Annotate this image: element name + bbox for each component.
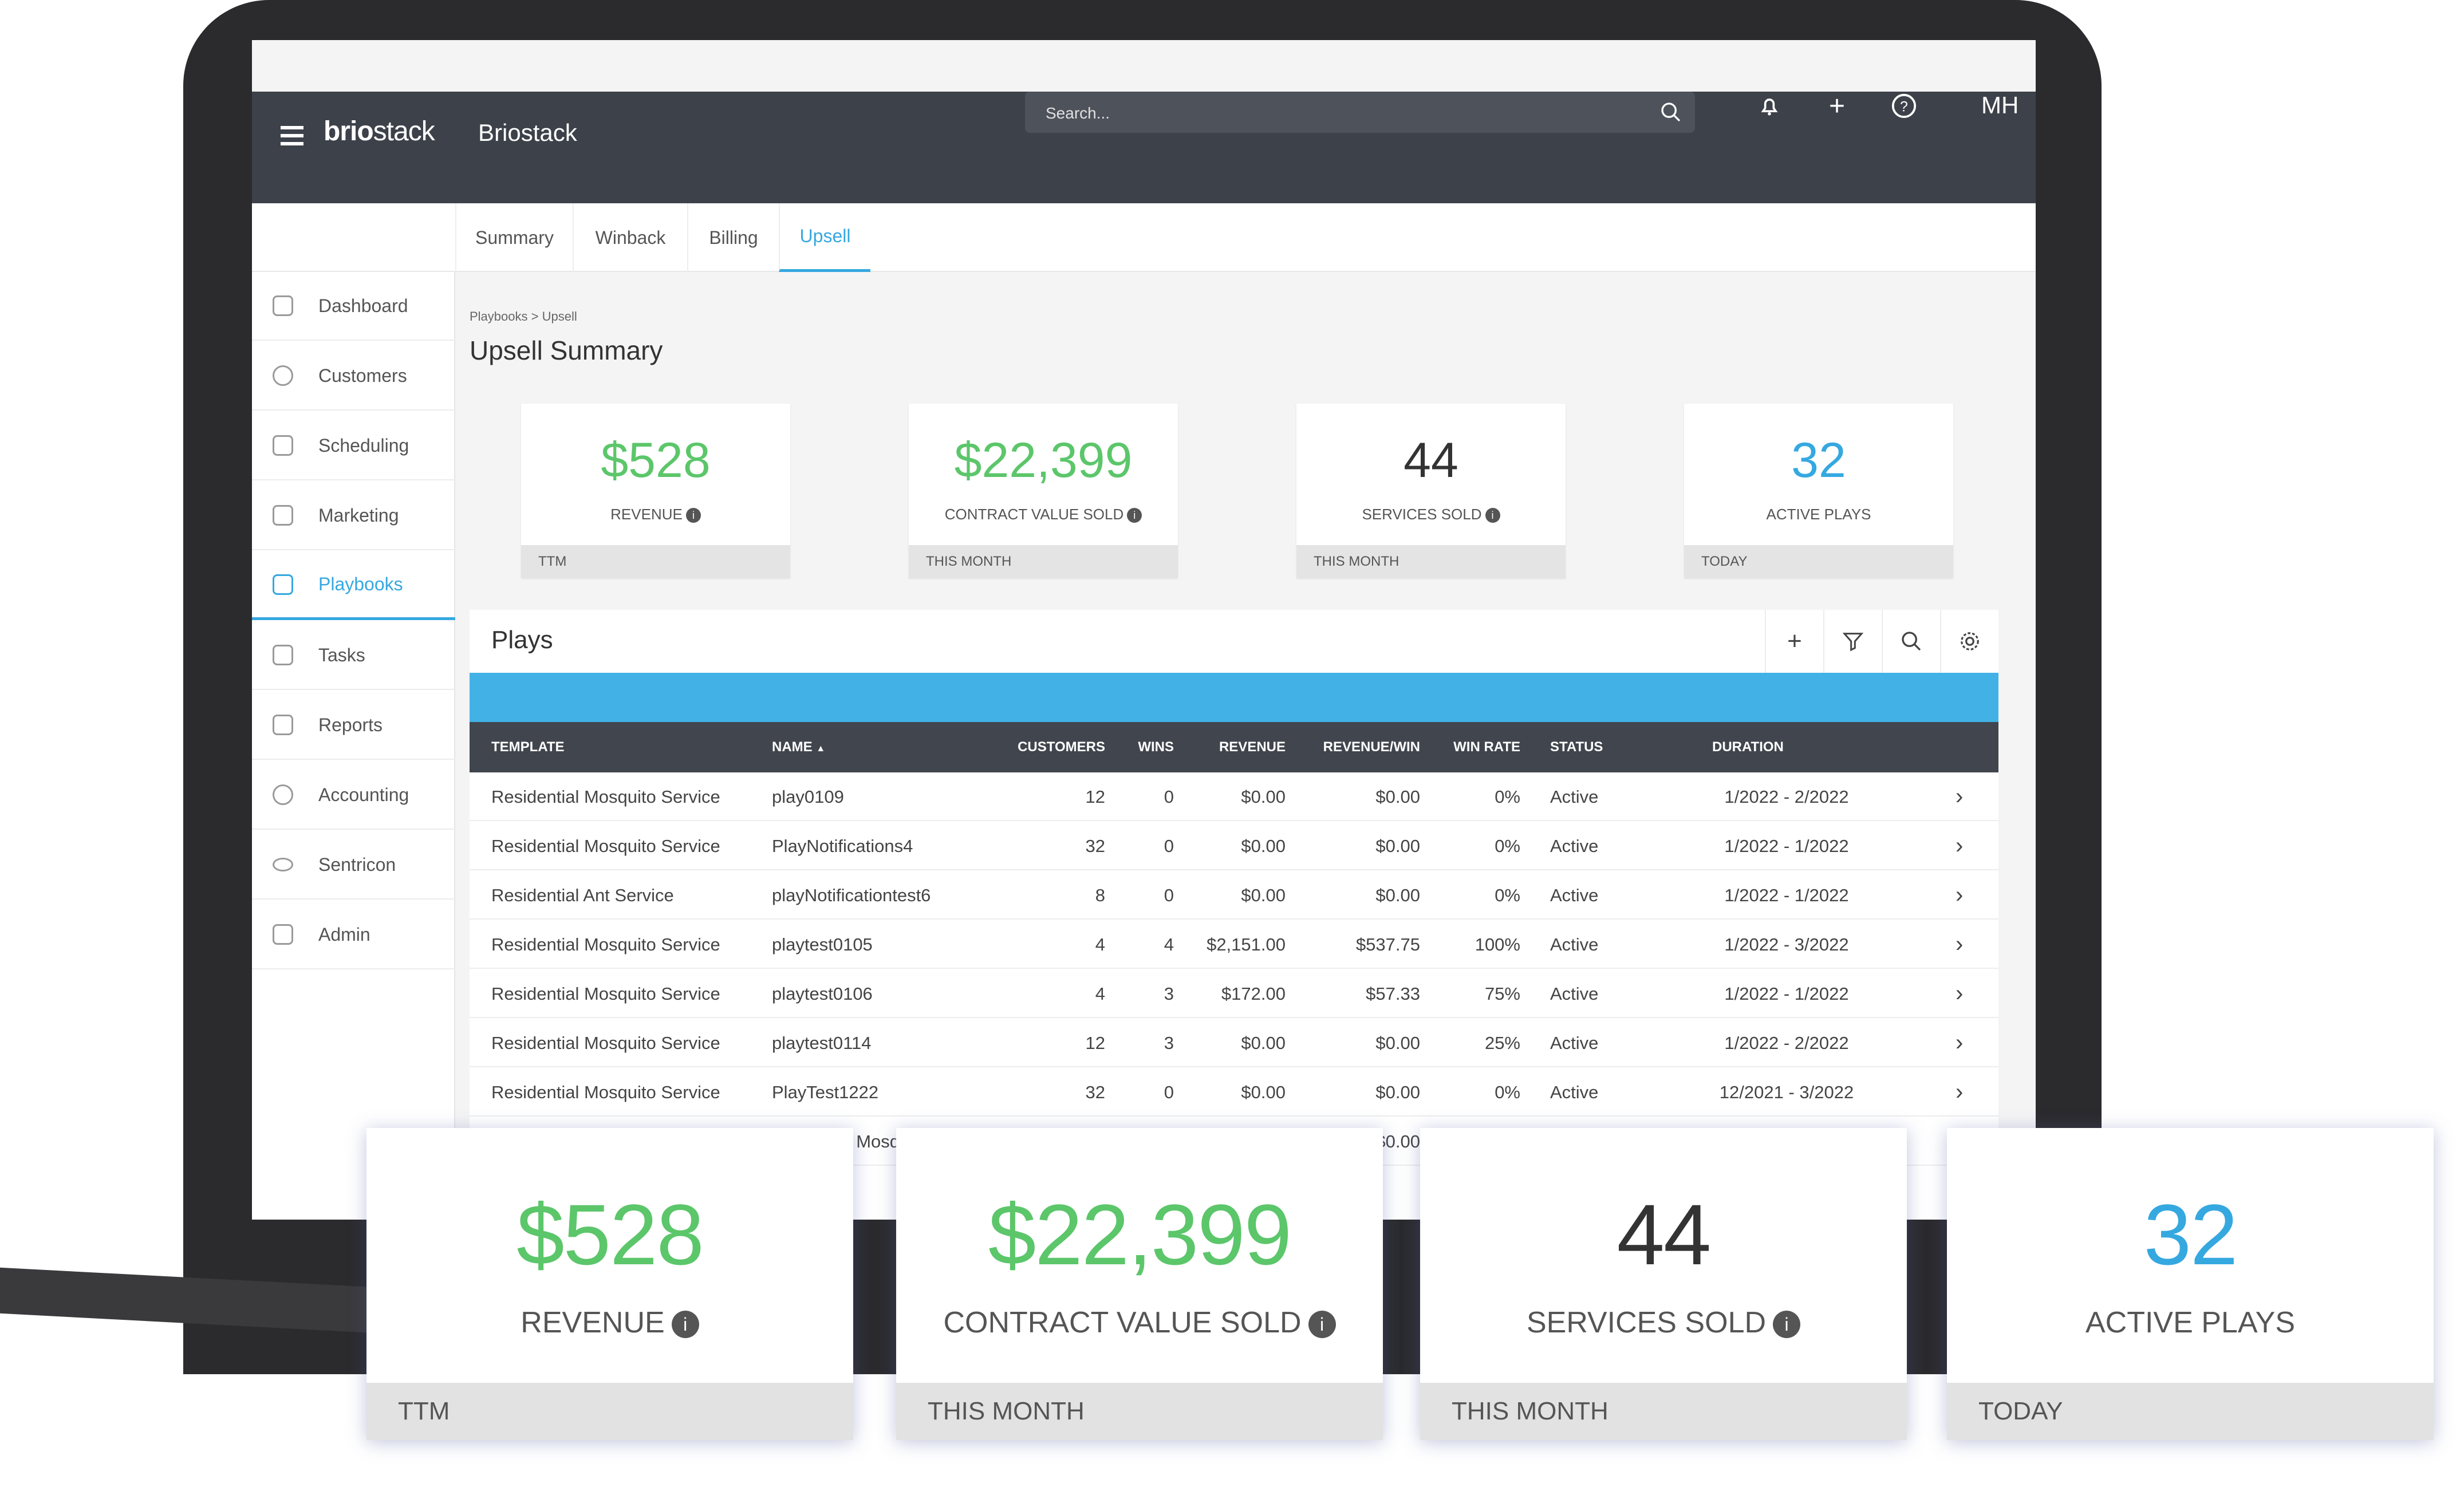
big-kpi-active-plays: 32 ACTIVE PLAYS TODAY (1947, 1128, 2434, 1440)
search-input[interactable]: Search... (1025, 92, 1695, 133)
big-kpi-footer: TTM (366, 1383, 853, 1440)
big-kpi-value: $528 (517, 1186, 704, 1283)
big-kpi-label: ACTIVE PLAYS (2085, 1306, 2296, 1339)
search-icon[interactable] (1659, 101, 1682, 124)
big-kpi-label: CONTRACT VALUE SOLD i (896, 1305, 1383, 1340)
big-kpi-label: SERVICES SOLD i (1420, 1305, 1907, 1340)
big-kpi-services-sold: 44 SERVICES SOLD i THIS MONTH (1420, 1128, 1907, 1440)
info-icon[interactable]: i (1308, 1311, 1336, 1339)
info-icon[interactable]: i (1773, 1311, 1801, 1339)
help-icon[interactable]: ? (1887, 89, 1921, 123)
org-name: Briostack (478, 119, 577, 146)
big-kpi-footer: TODAY (1947, 1383, 2434, 1440)
add-icon[interactable]: + (1828, 90, 1846, 121)
big-kpi-footer: THIS MONTH (896, 1383, 1383, 1440)
user-avatar[interactable]: MH (1981, 92, 2019, 119)
info-icon[interactable]: i (671, 1311, 699, 1339)
big-kpi-value: 44 (1617, 1186, 1712, 1283)
big-kpi-revenue: $528 REVENUE i TTM (366, 1128, 853, 1440)
big-kpi-contract-value: $22,399 CONTRACT VALUE SOLD i THIS MONTH (896, 1128, 1383, 1440)
big-kpi-label: REVENUE i (366, 1305, 853, 1340)
big-kpi-value: $22,399 (988, 1186, 1292, 1283)
bell-icon[interactable] (1752, 89, 1787, 123)
brand-logo: briostack (324, 116, 435, 147)
top-nav: briostack Briostack Search... + ? MH (252, 89, 2036, 203)
big-kpi-value: 32 (2143, 1186, 2238, 1283)
hamburger-icon[interactable] (281, 126, 303, 129)
app-window: briostack Briostack Search... + ? MH (252, 40, 2036, 1220)
svg-text:?: ? (1900, 99, 1908, 115)
search-placeholder: Search... (1046, 104, 1110, 122)
big-kpi-footer: THIS MONTH (1420, 1383, 1907, 1440)
